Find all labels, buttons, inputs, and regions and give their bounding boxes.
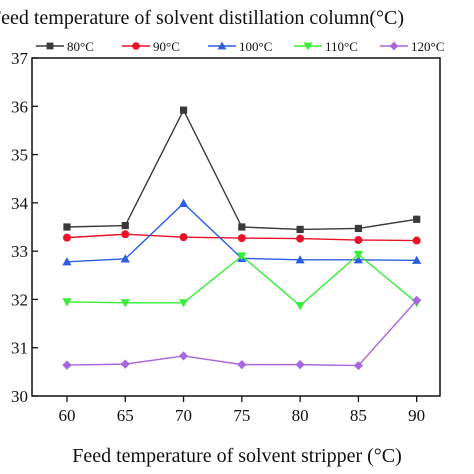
data-point [120, 254, 130, 263]
data-point [296, 234, 305, 243]
data-point [295, 360, 305, 370]
data-point [238, 223, 246, 231]
data-point [295, 302, 305, 311]
data-point [120, 359, 130, 369]
x-axis-title: Feed temperature of solvent stripper (°C… [72, 445, 402, 467]
legend-item: 110°C [294, 39, 358, 54]
legend-marker [303, 42, 313, 51]
legend-item: 80°C [36, 39, 94, 54]
x-tick-label: 80 [292, 406, 309, 425]
data-point [412, 255, 422, 264]
data-point [179, 106, 188, 114]
data-point [354, 224, 362, 233]
y-tick-label: 33 [11, 242, 28, 261]
data-point [63, 223, 71, 231]
y-tick-label: 35 [11, 146, 28, 165]
series-1 [63, 106, 421, 234]
data-point [121, 230, 130, 239]
data-point [354, 236, 363, 245]
x-tick-label: 90 [408, 406, 425, 425]
legend-item: 120°C [380, 39, 444, 54]
data-point [237, 234, 246, 243]
legend-label: 90°C [153, 39, 180, 54]
legend-marker [217, 41, 227, 50]
data-point [178, 198, 189, 207]
plot-frame [31, 57, 441, 397]
data-point [237, 360, 247, 370]
data-point [178, 351, 189, 361]
y-tick-label: 31 [11, 339, 28, 358]
y-tick-label: 36 [11, 97, 28, 116]
series-2 [62, 230, 421, 245]
series-line [66, 299, 418, 367]
data-point [412, 236, 421, 245]
legend-label: 100°C [239, 39, 272, 54]
legend-label: 80°C [67, 39, 94, 54]
x-tick-label: 65 [117, 406, 134, 425]
legend-marker [132, 42, 140, 50]
series-layer [62, 106, 422, 371]
data-point [353, 255, 363, 264]
legend: 80°C 90°C 100°C 110°C 120°C [36, 39, 444, 54]
x-tick-label: 60 [58, 406, 75, 425]
legend-marker [389, 41, 399, 51]
series-line [66, 253, 418, 307]
data-point [62, 233, 71, 242]
legend-label: 120°C [411, 39, 444, 54]
series-line [66, 108, 417, 231]
x-tick-label: 75 [233, 406, 250, 425]
y-tick-label: 37 [11, 49, 29, 68]
data-point [120, 299, 130, 308]
data-point [413, 215, 421, 223]
legend-item: 100°C [208, 39, 272, 54]
y-tick-label: 30 [11, 387, 28, 406]
series-5 [62, 295, 422, 371]
legend-label: 110°C [325, 39, 358, 54]
x-tick-label: 85 [350, 406, 367, 425]
data-point [179, 233, 188, 242]
x-tick-label: 70 [175, 406, 192, 425]
data-point [178, 299, 189, 308]
data-point [353, 360, 363, 371]
data-point [121, 221, 129, 230]
data-point [295, 255, 305, 264]
legend-item: 90°C [122, 39, 180, 54]
data-point [62, 257, 72, 266]
data-point [62, 360, 72, 370]
y-tick-label: 32 [11, 290, 28, 309]
axes: 60 65 70 75 80 85 90 30 31 32 33 34 35 36 37 [11, 49, 425, 425]
data-point [412, 295, 422, 305]
y-tick-label: 34 [11, 194, 29, 213]
y-axis-title: Feed temperature of solvent distillation… [0, 7, 404, 29]
data-point [296, 225, 304, 234]
data-point [237, 252, 247, 261]
legend-marker [46, 42, 54, 50]
data-point [353, 250, 363, 260]
data-point [62, 298, 72, 307]
